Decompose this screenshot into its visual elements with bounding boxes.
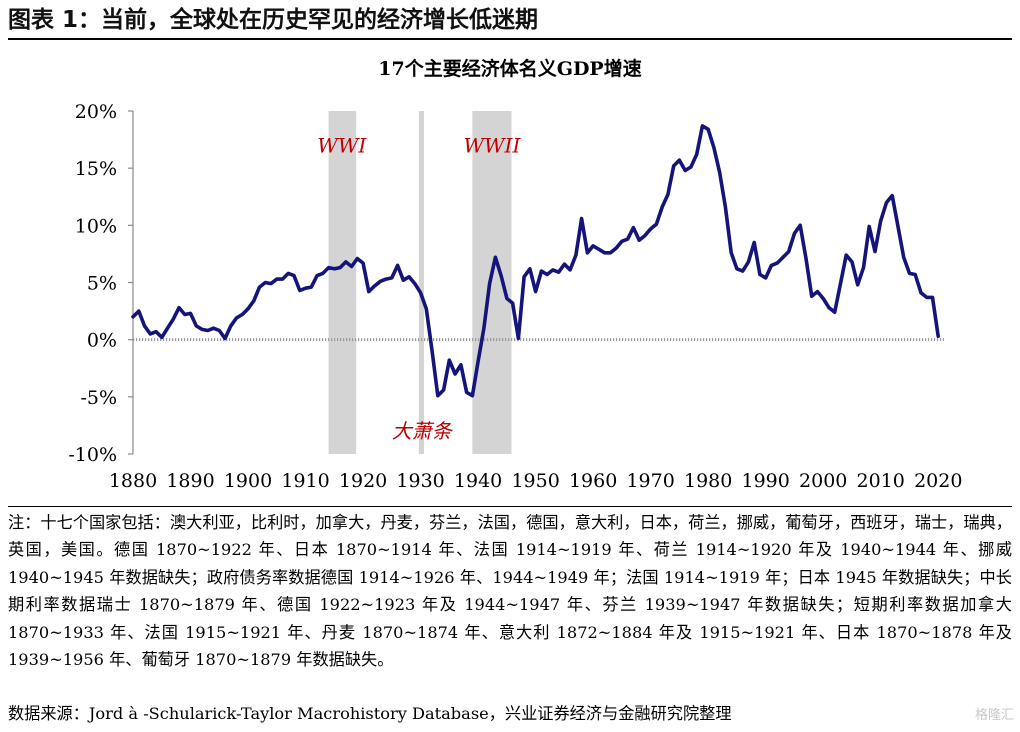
y-tick-label: 20% xyxy=(75,101,117,123)
y-tick-label: 5% xyxy=(87,273,117,295)
x-tick-label: 1980 xyxy=(684,470,732,492)
y-tick-label: 10% xyxy=(75,215,117,237)
tick-labels: 20% 15% 10% 5% 0% -5% -10% 1880 1890 1900 1910 1920… xyxy=(68,101,962,492)
x-tick-label: 1930 xyxy=(396,470,444,492)
x-tick-label: 1880 xyxy=(109,470,157,492)
x-tick-label: 1990 xyxy=(742,470,790,492)
shaded-periods xyxy=(328,111,512,454)
footnote: 注：十七个国家包括：澳大利亚，比利时，加拿大，丹麦，芬兰，法国，德国，意大利，日… xyxy=(8,513,1012,670)
figure-header: 图表 1：当前，全球处在历史罕见的经济增长低迷期 xyxy=(8,7,539,33)
annotation-label: WWI xyxy=(317,133,367,157)
chart-title: 17个主要经济体名义GDP增速 xyxy=(378,58,642,80)
series-lines xyxy=(131,124,941,398)
source-line: 数据来源：Jord à -Schularick-Taylor Macrohist… xyxy=(8,704,732,723)
y-tick-label: -10% xyxy=(68,444,117,466)
y-tick-label: 0% xyxy=(87,330,117,352)
x-tick-label: 2010 xyxy=(857,470,905,492)
x-tick-label: 2020 xyxy=(914,470,962,492)
x-tick-label: 1940 xyxy=(454,470,502,492)
chart-axes xyxy=(128,110,944,455)
x-tick-label: 1910 xyxy=(281,470,329,492)
header-rule xyxy=(8,38,1012,40)
y-tick-label: 15% xyxy=(75,158,117,180)
x-tick-label: 1970 xyxy=(626,470,674,492)
gdp-growth-chart: 20% 15% 10% 5% 0% -5% -10% 1880 1890 1900 1910 1920… xyxy=(68,101,962,492)
annotation-label: 大萧条 xyxy=(392,419,454,443)
note-rule xyxy=(8,506,1012,507)
x-tick-label: 2000 xyxy=(799,470,847,492)
annotations: WWI WWII 大萧条 xyxy=(317,133,521,443)
annotation-label: WWII xyxy=(463,133,521,157)
shaded-period-wwii xyxy=(472,111,512,454)
x-tick-label: 1900 xyxy=(224,470,272,492)
y-tick-label: -5% xyxy=(80,387,117,409)
shaded-period-wwi xyxy=(328,111,357,454)
series-line-0 xyxy=(131,124,941,398)
watermark: 格隆汇 xyxy=(974,708,1014,723)
x-tick-label: 1890 xyxy=(166,470,214,492)
x-tick-label: 1920 xyxy=(339,470,387,492)
x-tick-label: 1950 xyxy=(511,470,559,492)
x-tick-label: 1960 xyxy=(569,470,617,492)
shaded-period-band-1 xyxy=(418,111,425,454)
